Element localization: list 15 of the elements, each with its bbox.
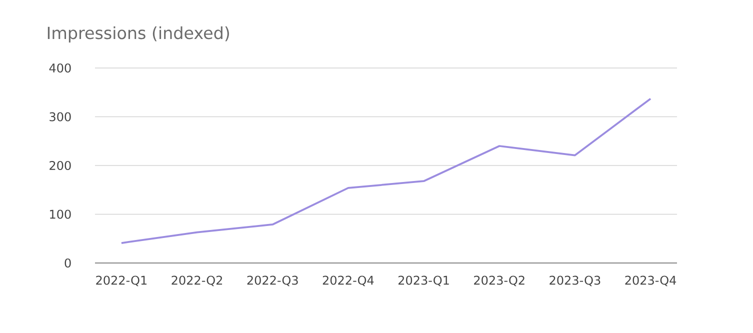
x-tick-label: 2022-Q4 [322, 276, 374, 286]
y-tick-label: 200 [50, 160, 71, 170]
x-tick-label: 2022-Q2 [172, 276, 222, 286]
x-tick-label: 2023-Q1 [398, 276, 449, 286]
chart-title: Impressions (indexed) [48, 26, 229, 42]
y-tick-label: 400 [49, 63, 71, 73]
x-tick-label: 2023-Q2 [474, 276, 524, 286]
y-tick-label: 100 [50, 210, 71, 219]
x-tick-label: 2022-Q3 [247, 276, 298, 286]
line-series [120, 98, 652, 244]
y-tick-label: 300 [50, 112, 71, 122]
x-tick-label: 2023-Q3 [550, 276, 600, 286]
x-tick-label: 2023-Q4 [625, 276, 676, 286]
x-tick-label: 2022-Q1 [96, 276, 147, 286]
y-tick-label: 0 [64, 258, 71, 268]
